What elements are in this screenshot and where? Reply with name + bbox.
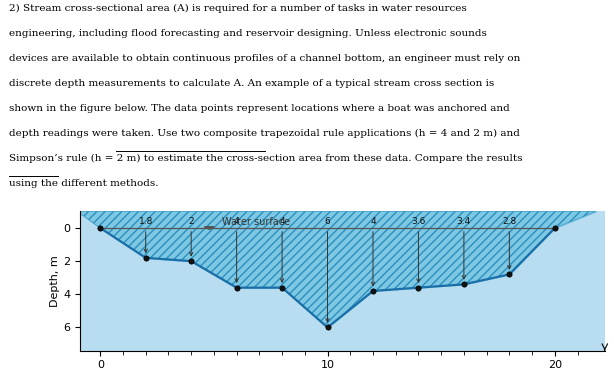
Text: 4: 4: [279, 217, 285, 226]
Polygon shape: [204, 227, 214, 229]
Text: 6: 6: [325, 217, 330, 226]
Text: 2) Stream cross-sectional area (A) is required for a number of tasks in water re: 2) Stream cross-sectional area (A) is re…: [9, 4, 467, 13]
Text: discrete depth measurements to calculate A. An example of a typical stream cross: discrete depth measurements to calculate…: [9, 79, 494, 88]
Text: 2.8: 2.8: [502, 217, 516, 226]
Text: engineering, including flood forecasting and reservoir designing. Unless electro: engineering, including flood forecasting…: [9, 29, 487, 38]
Text: 2: 2: [188, 217, 194, 226]
Text: Water surface: Water surface: [222, 217, 290, 227]
Text: shown in the figure below. The data points represent locations where a boat was : shown in the figure below. The data poin…: [9, 104, 510, 113]
Text: 1.8: 1.8: [139, 217, 153, 226]
Text: Simpson’s rule (h = 2 m) to estimate the cross-section area from these data. Com: Simpson’s rule (h = 2 m) to estimate the…: [9, 154, 523, 163]
Text: 4: 4: [234, 217, 239, 226]
Text: 4: 4: [370, 217, 376, 226]
Text: 3.6: 3.6: [411, 217, 426, 226]
Text: using the different methods.: using the different methods.: [9, 180, 158, 188]
Y-axis label: Depth, m: Depth, m: [50, 255, 60, 307]
Text: devices are available to obtain continuous profiles of a channel bottom, an engi: devices are available to obtain continuo…: [9, 54, 521, 63]
Text: depth readings were taken. Use two composite trapezoidal rule applications (h = : depth readings were taken. Use two compo…: [9, 129, 520, 138]
Text: 3.4: 3.4: [457, 217, 471, 226]
